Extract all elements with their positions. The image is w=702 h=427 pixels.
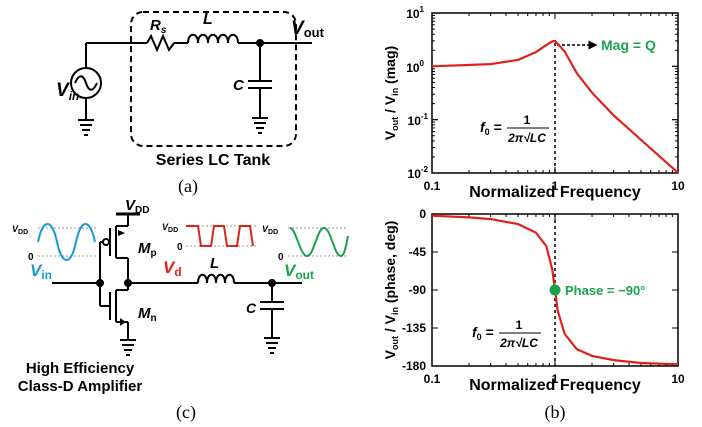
svg-text:Vd: Vd bbox=[163, 258, 182, 279]
mag-curve bbox=[431, 39, 679, 174]
nmos-arrow-icon bbox=[120, 318, 126, 326]
mag-xtick: 0.1 bbox=[424, 179, 441, 193]
inductor-l2-symbol bbox=[197, 273, 235, 284]
vd-waveform bbox=[186, 225, 256, 247]
panel-a-circuit bbox=[70, 11, 312, 147]
vd-label: V bbox=[163, 258, 176, 277]
phase-ytick: -135 bbox=[402, 321, 426, 335]
panel-b-label: (b) bbox=[545, 402, 566, 423]
lc-tank-box bbox=[130, 11, 297, 147]
vout-waveform bbox=[288, 226, 349, 258]
phase-ytick: -180 bbox=[402, 359, 426, 373]
phase-xtick: 10 bbox=[671, 372, 685, 386]
svg-text:VDD: VDD bbox=[125, 197, 149, 216]
mag-ytick: 100 bbox=[406, 59, 424, 75]
vin-label: V bbox=[56, 80, 70, 101]
svg-text:2π√LC: 2π√LC bbox=[499, 336, 538, 350]
mag-xlabel: Normalized Frequency bbox=[469, 184, 641, 201]
vin-source-sine bbox=[74, 75, 98, 91]
vdd-top-label: V bbox=[125, 197, 137, 214]
svg-text:VDD: VDD bbox=[262, 224, 278, 236]
inductor-l-symbol bbox=[187, 33, 239, 44]
phase-ytick: -45 bbox=[409, 245, 427, 259]
svg-text:VDD: VDD bbox=[12, 224, 28, 236]
wave-zero-label: 0 bbox=[278, 252, 284, 263]
capacitor-label: C bbox=[233, 77, 245, 94]
panel-a-label: (a) bbox=[178, 176, 198, 197]
phase-xtick: 0.1 bbox=[424, 372, 441, 386]
svg-text:Mp: Mp bbox=[138, 240, 157, 259]
caption-line1: High Efficiency bbox=[26, 360, 135, 377]
rs-label: R bbox=[150, 17, 161, 34]
resistor-rs-symbol bbox=[146, 33, 175, 53]
mag-ylabel: Vout / Vin (mag) bbox=[382, 46, 400, 140]
svg-text:1: 1 bbox=[516, 318, 523, 332]
wave-zero-label: 0 bbox=[177, 242, 183, 253]
ground-icon bbox=[252, 117, 268, 134]
svg-text:f0 =: f0 = bbox=[480, 119, 502, 137]
svg-text:Vin: Vin bbox=[30, 261, 52, 282]
vout-label: V bbox=[291, 18, 305, 39]
inductor-label: L bbox=[203, 11, 213, 28]
svg-text:Rs: Rs bbox=[150, 17, 167, 36]
svg-text:Vout: Vout bbox=[291, 18, 325, 40]
mag-ytick: 10-2 bbox=[408, 165, 429, 181]
wave-zero-label: 0 bbox=[28, 252, 34, 263]
phase-ytick: 0 bbox=[419, 207, 426, 221]
phase-xtick: 1 bbox=[552, 372, 559, 386]
phase-xlabel: Normalized Frequency bbox=[469, 377, 641, 394]
mag-xtick: 1 bbox=[552, 179, 559, 193]
ground-icon bbox=[78, 119, 94, 136]
phase-ylabel: Vout / Vin (phase, deg) bbox=[382, 221, 400, 360]
mag-ytick: 10-1 bbox=[408, 112, 429, 128]
mag-plot: 101 100 10-1 10-2 0.1 1 10 Normalized Fr… bbox=[382, 5, 685, 201]
svg-text:VDD: VDD bbox=[162, 222, 178, 234]
svg-text:2π√LC: 2π√LC bbox=[507, 131, 546, 145]
vin2-label: V bbox=[30, 261, 43, 280]
phase-ytick: -90 bbox=[409, 283, 427, 297]
svg-text:Vin: Vin bbox=[56, 80, 79, 103]
panel-c-label: (c) bbox=[176, 402, 196, 423]
mag-ytick: 101 bbox=[406, 5, 424, 21]
wave-vdd-label: V bbox=[162, 222, 169, 232]
phase-annotation: Phase = −90° bbox=[565, 283, 645, 298]
vout2-label: V bbox=[284, 261, 297, 280]
phase-plot: 0 -45 -90 -135 -180 0.1 1 10 Normalized … bbox=[382, 207, 685, 394]
pmos-arrow-icon bbox=[118, 230, 125, 236]
mag-q-annotation: Mag = Q bbox=[601, 37, 656, 53]
svg-text:Mn: Mn bbox=[138, 305, 157, 324]
mag-f0-formula: f0 = 1 2π√LC bbox=[478, 111, 553, 145]
panel-c-circuit bbox=[52, 212, 302, 356]
svg-text:Vout: Vout bbox=[284, 261, 314, 282]
inductor2-label: L bbox=[210, 255, 219, 272]
mp-label: M bbox=[138, 240, 151, 257]
panel-a-labels: Vin Rs L C Vout Series LC Tank (a) bbox=[56, 11, 325, 197]
wave-vdd-label: V bbox=[262, 224, 269, 234]
panel-c-labels: VDD Mp Mn Vd L C Vin Vout VDD 0 VDD 0 VD… bbox=[12, 197, 314, 395]
phase-marker bbox=[549, 284, 561, 296]
caption-line2: Class-D Amplifier bbox=[18, 378, 143, 395]
vin-waveform bbox=[37, 223, 98, 261]
phase-f0-formula: f0 = 1 2π√LC bbox=[470, 316, 548, 350]
wave-vdd-label: V bbox=[12, 224, 19, 234]
mag-xtick: 10 bbox=[671, 179, 685, 193]
svg-text:f0 =: f0 = bbox=[472, 324, 494, 342]
capacitor2-label: C bbox=[246, 300, 257, 316]
ground-icon bbox=[120, 339, 136, 356]
svg-text:1: 1 bbox=[524, 113, 531, 127]
ground-icon bbox=[264, 337, 280, 354]
tank-caption: Series LC Tank bbox=[156, 152, 271, 169]
mn-label: M bbox=[138, 305, 151, 322]
